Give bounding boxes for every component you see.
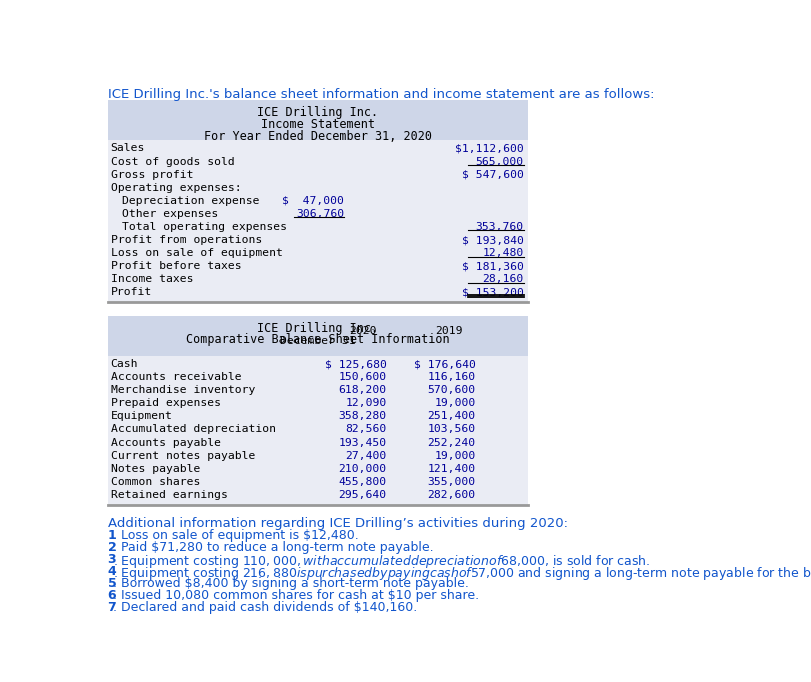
Text: $  47,000: $ 47,000: [282, 196, 344, 206]
Text: . Issued 10,080 common shares for cash at $10 per share.: . Issued 10,080 common shares for cash a…: [113, 589, 479, 602]
Text: 19,000: 19,000: [435, 451, 476, 460]
Text: Common shares: Common shares: [110, 477, 200, 487]
Text: Prepaid expenses: Prepaid expenses: [110, 398, 221, 409]
Bar: [108, 140, 529, 302]
Text: ICE Drilling Inc.'s balance sheet information and income statement are as follow: ICE Drilling Inc.'s balance sheet inform…: [108, 88, 654, 101]
Text: . Borrowed $8,400 by signing a short-term note payable.: . Borrowed $8,400 by signing a short-ter…: [113, 577, 469, 590]
Text: Gross profit: Gross profit: [110, 170, 193, 179]
Text: Cost of goods sold: Cost of goods sold: [110, 157, 234, 166]
Text: Merchandise inventory: Merchandise inventory: [110, 385, 255, 396]
Text: 282,600: 282,600: [427, 490, 476, 500]
Text: 193,450: 193,450: [338, 438, 387, 447]
Text: . Paid $71,280 to reduce a long-term note payable.: . Paid $71,280 to reduce a long-term not…: [113, 541, 434, 554]
Text: 4: 4: [108, 565, 116, 578]
Text: $ 547,600: $ 547,600: [462, 170, 524, 179]
Text: 6: 6: [108, 589, 116, 602]
Text: Profit: Profit: [110, 287, 152, 297]
Text: December 31: December 31: [280, 336, 356, 346]
Text: Income taxes: Income taxes: [110, 274, 193, 284]
Text: Additional information regarding ICE Drilling’s activities during 2020:: Additional information regarding ICE Dri…: [108, 517, 568, 530]
Bar: [108, 100, 529, 140]
Text: 565,000: 565,000: [475, 157, 524, 166]
Text: 19,000: 19,000: [435, 398, 476, 409]
Bar: [108, 316, 529, 356]
Text: 251,400: 251,400: [427, 411, 476, 421]
Text: 252,240: 252,240: [427, 438, 476, 447]
Text: 1: 1: [108, 529, 116, 542]
Text: 12,480: 12,480: [483, 248, 524, 258]
Text: ICE Drilling Inc.: ICE Drilling Inc.: [257, 322, 379, 335]
Text: 358,280: 358,280: [338, 411, 387, 421]
Text: 82,560: 82,560: [345, 424, 387, 434]
Text: 2020: 2020: [350, 326, 377, 336]
Text: $ 153,200: $ 153,200: [462, 287, 524, 297]
Text: 7: 7: [108, 601, 116, 614]
Text: 5: 5: [108, 577, 116, 590]
Text: . Declared and paid cash dividends of $140,160.: . Declared and paid cash dividends of $1…: [113, 601, 417, 614]
Text: 353,760: 353,760: [475, 222, 524, 232]
Text: 2: 2: [108, 541, 116, 554]
Bar: [108, 356, 529, 505]
Text: Retained earnings: Retained earnings: [110, 490, 228, 500]
Text: Accounts payable: Accounts payable: [110, 438, 221, 447]
Text: 121,400: 121,400: [427, 464, 476, 474]
Text: Income Statement: Income Statement: [261, 118, 375, 131]
Text: 27,400: 27,400: [345, 451, 387, 460]
Text: Cash: Cash: [110, 359, 138, 369]
Text: 12,090: 12,090: [345, 398, 387, 409]
Text: $1,112,600: $1,112,600: [455, 143, 524, 153]
Text: 116,160: 116,160: [427, 372, 476, 382]
Text: Accumulated depreciation: Accumulated depreciation: [110, 424, 276, 434]
Text: Total operating expenses: Total operating expenses: [122, 222, 286, 232]
Text: 306,760: 306,760: [296, 209, 344, 219]
Text: Other expenses: Other expenses: [122, 209, 218, 219]
Text: Sales: Sales: [110, 143, 145, 153]
Text: $ 176,640: $ 176,640: [414, 359, 476, 369]
Text: $ 181,360: $ 181,360: [462, 261, 524, 271]
Text: Notes payable: Notes payable: [110, 464, 200, 474]
Text: Operating expenses:: Operating expenses:: [110, 183, 242, 193]
Text: 618,200: 618,200: [338, 385, 387, 396]
Text: ICE Drilling Inc.: ICE Drilling Inc.: [257, 106, 379, 119]
Text: 28,160: 28,160: [483, 274, 524, 284]
Text: 455,800: 455,800: [338, 477, 387, 487]
Text: Depreciation expense: Depreciation expense: [122, 196, 259, 206]
Text: Equipment: Equipment: [110, 411, 173, 421]
Text: $ 125,680: $ 125,680: [324, 359, 387, 369]
Text: 150,600: 150,600: [338, 372, 387, 382]
Text: For Year Ended December 31, 2020: For Year Ended December 31, 2020: [204, 130, 432, 143]
Text: Comparative Balance Sheet Information: Comparative Balance Sheet Information: [187, 333, 450, 346]
Text: Profit from operations: Profit from operations: [110, 235, 262, 245]
Text: Current notes payable: Current notes payable: [110, 451, 255, 460]
Text: 355,000: 355,000: [427, 477, 476, 487]
Text: Profit before taxes: Profit before taxes: [110, 261, 242, 271]
Text: $ 193,840: $ 193,840: [462, 235, 524, 245]
Text: 103,560: 103,560: [427, 424, 476, 434]
Text: Accounts receivable: Accounts receivable: [110, 372, 242, 382]
Text: . Equipment costing $216,880 is purchased by paying cash of $57,000 and signing : . Equipment costing $216,880 is purchase…: [113, 565, 811, 582]
Text: 2019: 2019: [435, 326, 462, 336]
Text: 3: 3: [108, 553, 116, 566]
Text: 570,600: 570,600: [427, 385, 476, 396]
Text: . Equipment costing $110,000, with accumulated depreciation of $68,000, is sold : . Equipment costing $110,000, with accum…: [113, 553, 650, 570]
Text: . Loss on sale of equipment is $12,480.: . Loss on sale of equipment is $12,480.: [113, 529, 358, 542]
Text: Loss on sale of equipment: Loss on sale of equipment: [110, 248, 282, 258]
Text: 295,640: 295,640: [338, 490, 387, 500]
Text: 210,000: 210,000: [338, 464, 387, 474]
